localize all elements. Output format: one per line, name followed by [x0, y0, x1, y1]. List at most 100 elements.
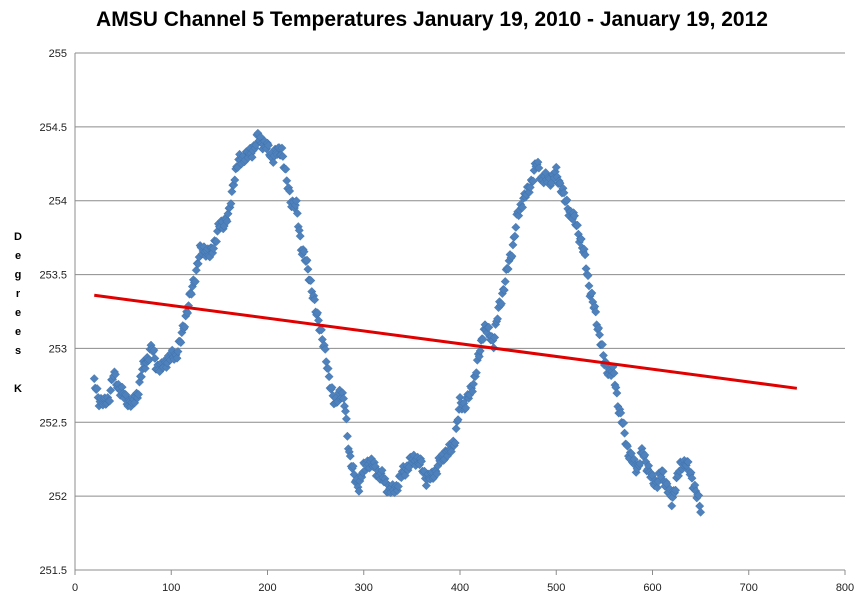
data-point [227, 187, 237, 197]
data-point [92, 384, 102, 394]
data-point [528, 176, 538, 186]
data-point [106, 385, 116, 395]
y-axis-label-letter: e [14, 326, 22, 338]
data-point [461, 403, 471, 413]
data-point [584, 281, 594, 291]
data-point [348, 461, 358, 471]
data-point [511, 222, 521, 232]
data-point [247, 152, 257, 162]
data-point [612, 388, 622, 398]
data-point [316, 325, 326, 335]
data-point [626, 449, 636, 458]
data-point [478, 334, 488, 344]
data-point [417, 456, 426, 466]
data-point [281, 164, 291, 174]
data-point [421, 481, 431, 491]
data-point [268, 157, 278, 167]
data-point [591, 307, 601, 317]
data-point [620, 428, 630, 438]
data-point [572, 220, 582, 230]
y-tick-label: 251.5 [39, 565, 67, 577]
data-point [277, 143, 287, 153]
data-point [263, 140, 273, 150]
data-point [136, 372, 146, 382]
data-point [354, 486, 364, 496]
data-point [514, 211, 524, 221]
data-point [570, 211, 580, 221]
data-point [503, 264, 513, 274]
data-point [323, 364, 333, 374]
data-point [499, 285, 509, 295]
x-tick-labels: 0 100 200 300 400 500 600 700 800 [72, 570, 854, 594]
data-point [212, 237, 221, 247]
data-point [105, 396, 115, 406]
data-point [303, 264, 313, 274]
data-point [134, 389, 144, 399]
data-point [595, 330, 605, 340]
data-point [172, 353, 182, 363]
data-point [306, 276, 316, 286]
data-point [587, 288, 597, 298]
data-point [446, 447, 456, 457]
data-point [89, 374, 99, 384]
data-point [658, 466, 668, 476]
trend-line [94, 293, 798, 390]
data-point [176, 338, 186, 348]
data-point [500, 277, 510, 287]
data-point [299, 247, 309, 257]
data-point [432, 469, 442, 479]
data-point [341, 414, 351, 424]
data-point [190, 277, 200, 287]
chart-title: AMSU Channel 5 Temperatures January 19, … [96, 8, 768, 31]
y-axis-label-letter: D [14, 231, 22, 243]
data-series-points [89, 129, 706, 517]
data-point [150, 353, 160, 363]
data-point [140, 363, 150, 373]
data-point [583, 271, 593, 281]
y-tick-label: 255 [49, 48, 67, 60]
data-point [453, 415, 463, 425]
x-tick-label: 100 [162, 582, 180, 594]
y-tick-labels: 251.5 252 252.5 253 253.5 254 254.5 255 [39, 48, 67, 577]
data-point [222, 216, 232, 226]
data-point [671, 485, 681, 495]
data-point [562, 195, 572, 205]
data-point [110, 369, 120, 379]
y-axis-label-letter: r [15, 288, 21, 300]
x-tick-label: 0 [72, 582, 78, 594]
data-point [471, 368, 481, 378]
data-point [183, 308, 193, 318]
data-point [468, 379, 478, 389]
data-point [496, 299, 506, 309]
data-point [551, 162, 561, 172]
data-point [622, 441, 632, 451]
y-axis-label-letter: e [14, 250, 22, 262]
data-point [616, 408, 626, 418]
data-point [135, 377, 144, 387]
data-point [507, 251, 517, 261]
data-point [226, 199, 236, 209]
data-point [291, 196, 301, 206]
data-point [619, 418, 629, 428]
data-point [508, 240, 518, 250]
data-point [450, 438, 460, 448]
y-axis-label-letter: e [14, 307, 22, 319]
x-tick-label: 200 [258, 582, 276, 594]
data-point [475, 346, 485, 356]
data-point [493, 314, 503, 324]
x-tick-label: 600 [643, 582, 661, 594]
y-tick-label: 254 [49, 196, 67, 208]
data-point [484, 322, 494, 332]
y-axis-label-letter: g [14, 269, 22, 281]
data-point [186, 289, 196, 299]
x-tick-label: 300 [355, 582, 373, 594]
y-axis-label-letter: K [14, 383, 22, 395]
data-point [667, 501, 677, 511]
y-tick-label: 252 [49, 491, 67, 503]
data-point [209, 243, 219, 253]
data-point [525, 182, 535, 192]
data-point [292, 208, 302, 218]
data-point [295, 231, 305, 241]
y-tick-label: 252.5 [39, 417, 67, 429]
